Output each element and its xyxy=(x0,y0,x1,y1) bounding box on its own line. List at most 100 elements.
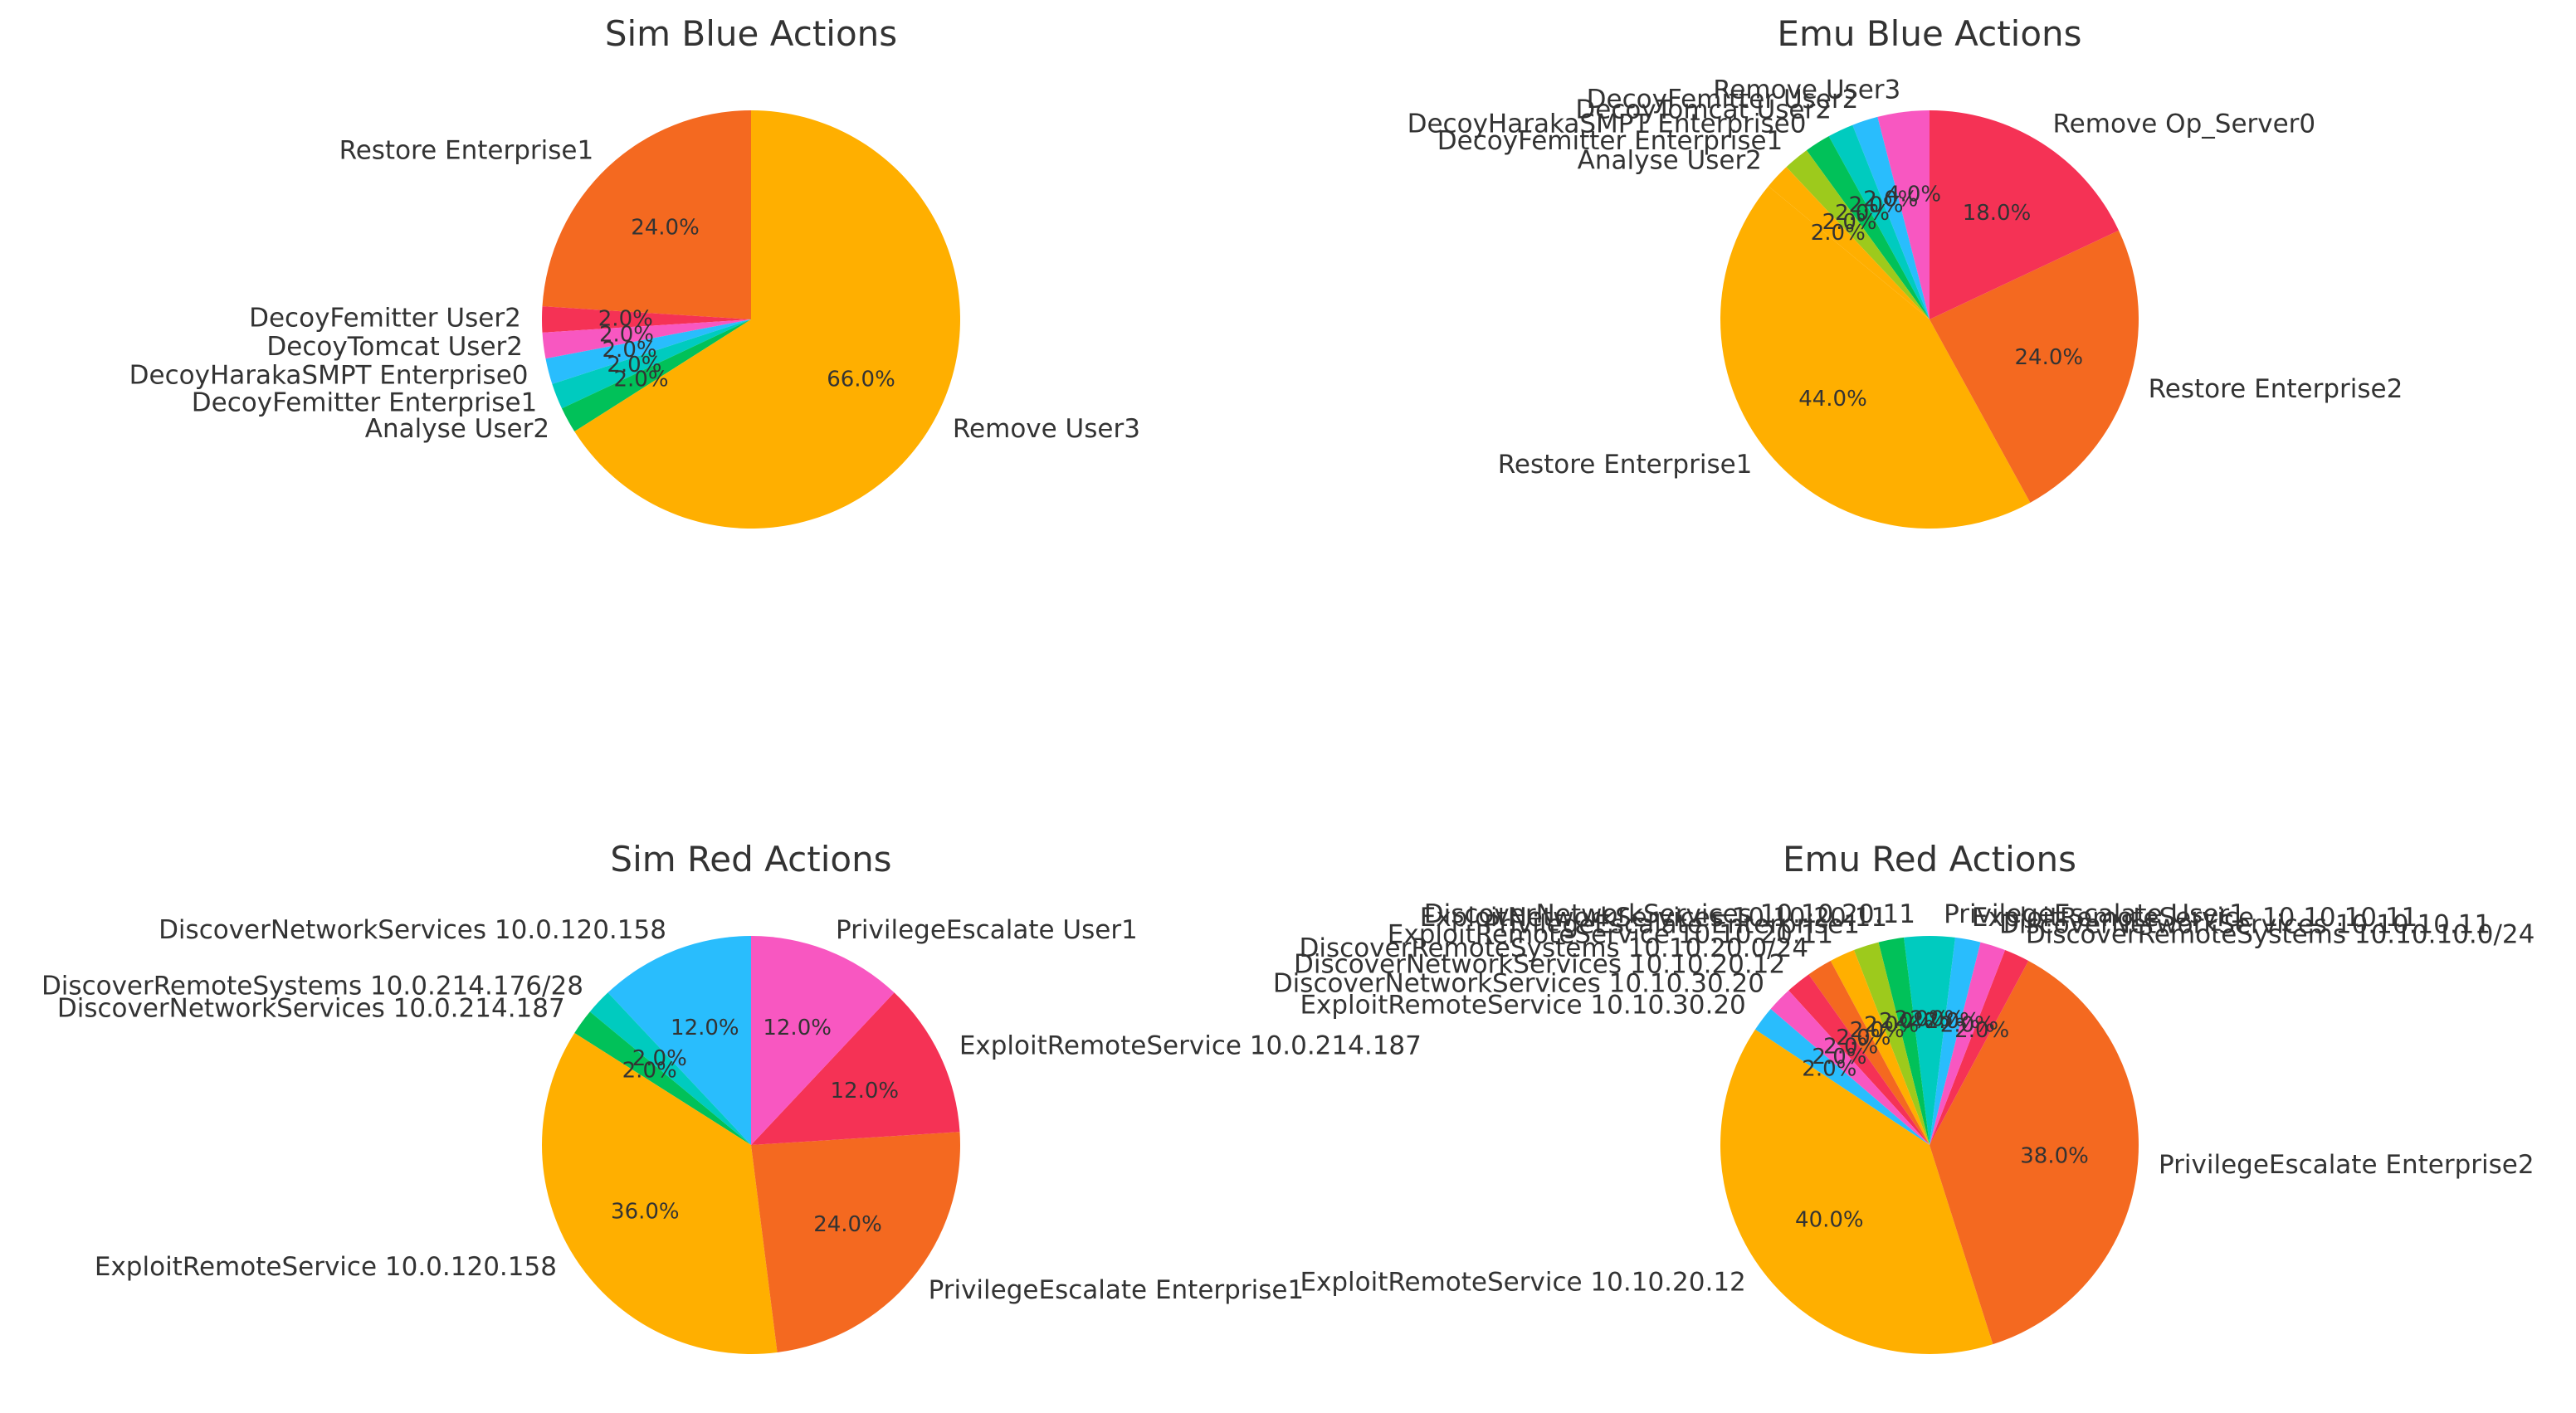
percent-label: 44.0% xyxy=(1798,387,1867,412)
percent-label: 2.0% xyxy=(1863,188,1918,212)
percent-label: 12.0% xyxy=(763,1016,832,1040)
slice-label: Remove User3 xyxy=(1713,75,1900,105)
pie-slice-decoytomcat-user2 xyxy=(1828,124,1930,319)
percent-label: 2.0% xyxy=(1812,1045,1866,1069)
percent-label: 2.0% xyxy=(1802,1056,1856,1081)
percent-label: 2.0% xyxy=(1822,210,1877,235)
chart-title: Sim Blue Actions xyxy=(605,13,897,54)
chart-sim-red-actions: Sim Red Actions DiscoverNetworkServices … xyxy=(41,839,1422,1355)
pie-slice-decoyharakasmpt-enterprise0 xyxy=(1806,136,1930,319)
percent-label: 12.0% xyxy=(671,1016,739,1040)
slice-label: PrivilegeEscalate User1 xyxy=(836,915,1138,945)
chart-title: Sim Red Actions xyxy=(610,839,891,879)
slice-label: PrivilegeEscalate User1 xyxy=(1944,899,2246,929)
percent-label: 2.0% xyxy=(598,307,653,332)
pie-slice-analyse-user2 xyxy=(561,319,751,432)
slice-label: Analyse User2 xyxy=(1578,146,1762,176)
slice-label: PrivilegeEscalate Enterprise1 xyxy=(1484,909,1860,939)
pie-slices xyxy=(542,110,960,529)
slice-label: DecoyTomcat User2 xyxy=(266,332,523,362)
slice-label: DecoyFemitter User2 xyxy=(249,304,521,334)
pie-slice-privilegeescalate-enterprise1 xyxy=(1853,942,1930,1145)
chart-emu-red-actions: Emu Red Actions DiscoverNetworkServices … xyxy=(1273,839,2535,1354)
slice-label: DiscoverRemoteSystems 10.10.10.0/24 xyxy=(2026,920,2535,950)
pie-slice-decoytomcat-user2 xyxy=(542,319,751,359)
pie-slice-discovernetworkservices-10-0-120-158 xyxy=(607,936,751,1145)
chart-title: Emu Red Actions xyxy=(1783,839,2076,879)
percent-label: 36.0% xyxy=(611,1200,680,1225)
pie-slice-discovernetworkservices-10-10-20-11 xyxy=(1904,936,1930,1145)
pie-slice-remove-user3 xyxy=(574,110,960,529)
slice-label: DiscoverNetworkServices 10.10.30.20 xyxy=(1273,969,1764,999)
percent-label: 38.0% xyxy=(2020,1143,2089,1168)
percent-label: 2.0% xyxy=(1835,201,1890,226)
slice-label: DecoyFemitter Enterprise1 xyxy=(192,388,538,418)
pie-slice-privilegeescalate-enterprise1 xyxy=(751,1132,960,1353)
slice-label: DiscoverNetworkServices 10.10.20.11 xyxy=(1424,899,1915,929)
chart-sim-blue-actions: Sim Blue Actions Restore Enterprise1 24.0… xyxy=(129,13,1140,529)
slice-label: Restore Enterprise2 xyxy=(2149,374,2403,404)
pie-slice-decoyharakasmpt-enterprise0 xyxy=(545,319,751,384)
pie-slice-exploitremoteservice-10-0-120-158 xyxy=(541,1032,778,1355)
pie-slice-discovernetworkservices-10-10-20-12 xyxy=(1788,974,1930,1145)
slice-label: DecoyFemitter Enterprise1 xyxy=(1437,126,1783,156)
slice-label: ExploitRemoteService 10.10.20.11 xyxy=(1388,920,1833,950)
pie-slice-decoyfemitter-enterprise1 xyxy=(552,319,751,409)
percent-label: 2.0% xyxy=(1910,1007,1964,1032)
slice-label: DecoyTomcat User2 xyxy=(1575,95,1832,125)
pie-slice-remove-user3 xyxy=(1877,110,1930,319)
pie-slice-discoverremotesystems-10-10-20-0-24 xyxy=(1808,960,1930,1145)
slice-label: PrivilegeEscalate Enterprise1 xyxy=(929,1275,1305,1305)
pie-labels: Restore Enterprise1 24.0% DecoyFemitter Us… xyxy=(129,135,1140,444)
pie-slice-privilegeescalate-user1 xyxy=(1930,936,1955,1145)
pie-slice-exploitremoteservice-10-10-10-11 xyxy=(1930,937,1981,1145)
slice-label: ExploitRemoteService 10.10.20.12 xyxy=(1300,1268,1745,1298)
slice-label: DiscoverNetworkServices 10.0.120.158 xyxy=(159,915,666,945)
percent-label: 2.0% xyxy=(613,367,668,392)
percent-label: 24.0% xyxy=(813,1212,882,1237)
pie-slice-discovernetworkservices-10-10-10-11 xyxy=(1930,942,2006,1145)
percent-label: 2.0% xyxy=(1925,1009,1980,1034)
percent-label: 4.0% xyxy=(1886,182,1941,207)
pie-labels: Remove User3 4.0% DecoyFemitter User2 2.0% D… xyxy=(1408,75,2403,480)
slice-label: DiscoverRemoteSystems 10.0.214.176/28 xyxy=(41,972,583,1001)
pie-slice-remove-op-server0 xyxy=(1930,110,2120,319)
slice-label: DiscoverRemoteSystems 10.10.20.0/24 xyxy=(1300,933,1809,963)
pie-slice-decoyfemitter-user2 xyxy=(1852,116,1930,319)
pie-slice-discovernetworkservices-10-0-214-187 xyxy=(574,1011,751,1145)
percent-label: 18.0% xyxy=(1963,201,2032,226)
percent-label: 40.0% xyxy=(1795,1208,1864,1233)
percent-label: 2.0% xyxy=(603,338,657,363)
percent-label: 24.0% xyxy=(631,215,700,240)
percent-label: 2.0% xyxy=(622,1059,677,1084)
pie-labels: DiscoverNetworkServices 10.10.20.11 2.0% E… xyxy=(1273,899,2535,1298)
pie-slice-analyse-user2 xyxy=(1768,167,1930,319)
slice-label: Remove Op_Server0 xyxy=(2053,109,2316,139)
pie-slice-restore-enterprise2 xyxy=(1930,230,2139,503)
slice-label: PrivilegeEscalate Enterprise2 xyxy=(2159,1150,2535,1180)
chart-emu-blue-actions: Emu Blue Actions Remove User3 4.0% DecoyFe… xyxy=(1408,13,2403,529)
slice-label: ExploitRemoteService 10.0.120.158 xyxy=(95,1252,557,1282)
percent-label: 2.0% xyxy=(1823,1035,1878,1060)
slice-label: DecoyHarakaSMPT Enterprise0 xyxy=(129,360,529,390)
pie-slice-discovernetworkservices-10-10-30-20 xyxy=(1770,990,1930,1145)
percent-label: 2.0% xyxy=(1954,1018,2009,1043)
slice-label: Restore Enterprise1 xyxy=(339,135,594,165)
percent-label: 2.0% xyxy=(599,322,654,347)
slice-label: Remove User3 xyxy=(953,414,1140,444)
slice-label: DiscoverNetworkServices 10.10.10.11 xyxy=(1999,909,2491,939)
pie-slice-exploitremoteservice-10-10-30-20 xyxy=(1754,1009,1930,1145)
pie-slice-decoyfemitter-enterprise1 xyxy=(1786,150,1930,319)
pie-slices xyxy=(1720,936,2139,1354)
pie-slice-decoyfemitter-user2 xyxy=(542,306,751,333)
slice-label: ExploitNetworkServices 10.10.20.11 xyxy=(1420,903,1887,933)
pie-slice-discoverremotesystems-10-0-214-176-28 xyxy=(589,992,751,1145)
percent-label: 2.0% xyxy=(1940,1012,1995,1037)
percent-label: 2.0% xyxy=(632,1046,687,1071)
pie-slice-exploitnetworkservices-10-10-20-11 xyxy=(1878,937,1930,1145)
percent-label: 2.0% xyxy=(1850,1018,1905,1043)
chart-title: Emu Blue Actions xyxy=(1777,13,2081,54)
percent-label: 2.0% xyxy=(1811,221,1866,246)
